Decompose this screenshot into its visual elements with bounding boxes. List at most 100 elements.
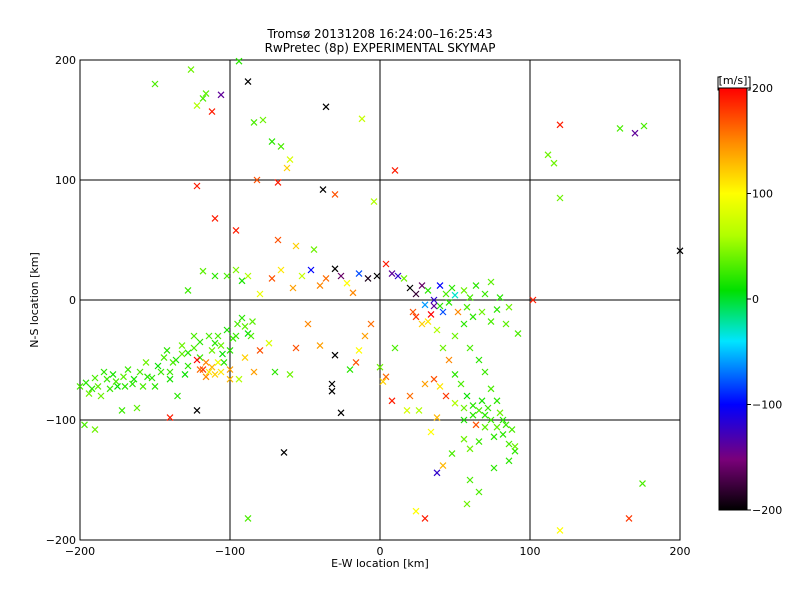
data-point <box>451 332 459 340</box>
data-point <box>424 318 432 326</box>
data-point <box>451 399 459 407</box>
data-point <box>235 57 243 65</box>
data-point <box>202 373 210 381</box>
data-point <box>406 392 414 400</box>
data-point <box>226 375 234 383</box>
data-point <box>412 313 420 321</box>
data-point <box>415 406 423 414</box>
chart-title: Tromsø 20131208 16:24:00–16:25:43 <box>266 27 492 41</box>
data-point <box>433 326 441 334</box>
y-axis-label: N-S location [km] <box>28 252 41 348</box>
data-point <box>421 514 429 522</box>
data-point <box>144 373 151 381</box>
colorbar-tick-label: 200 <box>752 82 773 95</box>
data-point <box>256 290 264 298</box>
data-point <box>418 320 426 328</box>
data-point <box>343 279 351 287</box>
data-point <box>148 374 156 382</box>
data-point <box>292 344 300 352</box>
data-point <box>196 338 204 346</box>
data-point <box>424 286 432 294</box>
x-tick-label: 100 <box>520 545 541 558</box>
data-point <box>121 382 129 390</box>
data-point <box>550 159 558 167</box>
x-tick-label: −200 <box>65 545 95 558</box>
data-point <box>130 375 138 383</box>
data-point <box>639 480 646 488</box>
data-point <box>511 442 519 450</box>
data-point <box>265 339 273 347</box>
data-point <box>451 370 459 378</box>
colorbar-ticks: 200 100 0 −100 −200 <box>747 82 782 517</box>
data-point <box>217 342 225 350</box>
data-point <box>478 397 486 405</box>
data-point <box>409 308 417 316</box>
data-point <box>439 308 447 316</box>
data-point <box>352 358 360 366</box>
data-point <box>166 414 174 422</box>
y-tick-label: −100 <box>46 414 76 427</box>
data-point <box>241 354 249 362</box>
data-point <box>277 142 285 150</box>
data-point <box>151 80 159 88</box>
x-tick-label: 200 <box>670 545 691 558</box>
data-point <box>139 382 147 390</box>
data-point <box>361 332 369 340</box>
data-point <box>463 500 471 508</box>
data-point <box>364 274 372 282</box>
data-point <box>160 354 168 362</box>
data-point <box>355 270 363 278</box>
data-point <box>136 368 144 376</box>
data-point <box>490 464 498 472</box>
data-point <box>76 382 84 390</box>
y-axis-ticks: 200 100 0 −100 −200 <box>46 54 76 547</box>
data-point <box>466 294 474 302</box>
data-point <box>484 404 492 412</box>
data-point <box>97 392 105 400</box>
x-axis-label: E-W location [km] <box>331 557 429 570</box>
data-point <box>81 421 88 429</box>
data-point <box>250 118 258 126</box>
data-point <box>268 138 276 146</box>
data-point <box>91 374 99 382</box>
data-point <box>193 406 201 414</box>
data-point <box>370 198 378 206</box>
data-point <box>472 282 480 290</box>
data-point <box>676 247 684 255</box>
data-point <box>373 272 381 280</box>
data-point <box>253 176 261 184</box>
data-point <box>502 320 510 328</box>
colorbar-tick-label: −100 <box>752 399 782 412</box>
data-point <box>439 462 447 470</box>
data-point <box>421 380 429 388</box>
data-point <box>349 289 357 297</box>
data-point <box>481 423 489 431</box>
data-point <box>268 274 276 282</box>
data-point <box>226 366 234 374</box>
data-point <box>187 66 195 74</box>
data-point <box>493 397 501 405</box>
data-point <box>430 296 438 304</box>
data-point <box>640 122 648 130</box>
data-point <box>109 370 117 378</box>
data-point <box>283 164 291 172</box>
data-point <box>358 115 366 123</box>
data-point <box>120 373 127 381</box>
data-point <box>133 404 141 412</box>
data-point <box>196 366 204 374</box>
data-point <box>235 375 243 383</box>
data-point <box>493 423 501 431</box>
data-point <box>220 358 228 366</box>
data-point <box>190 344 198 352</box>
data-point <box>214 332 222 340</box>
grid-lines <box>80 60 680 540</box>
data-point <box>238 277 246 285</box>
data-point <box>469 402 477 410</box>
data-point <box>466 445 474 453</box>
chart-subtitle: RwPretec (8p) EXPERIMENTAL SKYMAP <box>265 41 496 55</box>
data-point <box>193 356 201 364</box>
data-point <box>460 435 468 443</box>
data-point <box>427 310 435 318</box>
data-point <box>328 387 336 395</box>
data-point <box>529 296 537 304</box>
